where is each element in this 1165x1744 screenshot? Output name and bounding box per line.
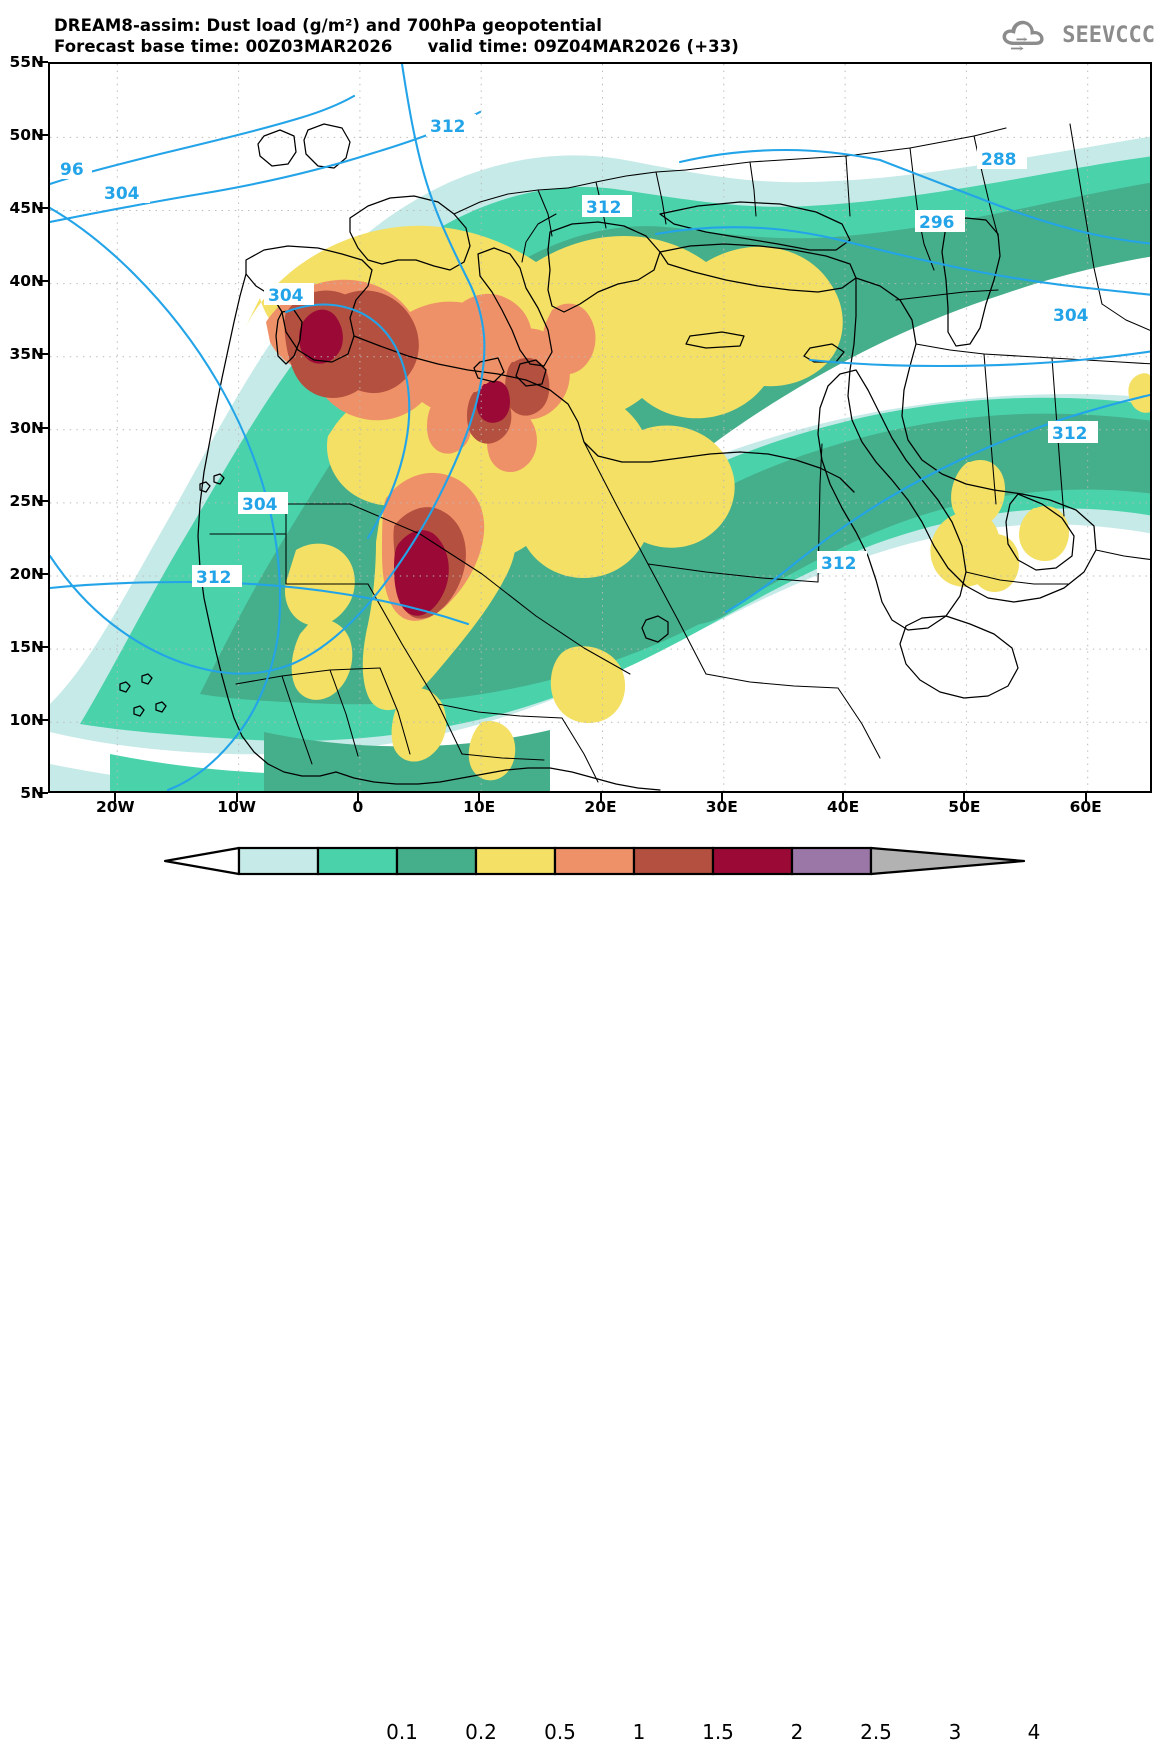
colorbar-band-4 [553,846,636,876]
colorbar-label-0: 0.1 [386,1720,418,1744]
ytick-40N [38,280,48,283]
ylabel-25N: 25N [9,491,44,510]
dust-load-colorbar[interactable]: 0.1 0.2 0.5 1 1.5 2 2.5 3 4 [163,846,1040,1744]
colorbar-label-4: 1.5 [702,1720,734,1744]
svg-text:288: 288 [981,150,1017,170]
ylabel-40N: 40N [9,272,44,291]
map-frame: 96 304 312 312 288 296 304 304 304 312 3… [48,62,1152,793]
ylabel-5N: 5N [20,784,44,802]
xlabel-20E: 20E [584,798,617,816]
svg-text:312: 312 [821,554,857,574]
ylabel-20N: 20N [9,564,44,583]
svg-text:312: 312 [196,568,232,588]
xlabel-40E: 40E [827,798,860,816]
ytick-55N [38,61,48,63]
ytick-10N [38,718,48,721]
ytick-45N [38,207,48,210]
xtick-0 [356,793,359,802]
ytick-50N [38,134,48,137]
svg-text:96: 96 [60,160,84,180]
colorbar-under-arrow [163,846,241,876]
colorbar-label-1: 0.2 [465,1720,497,1744]
xlabel-10W: 10W [217,798,256,816]
seevccc-logo: SEEVCCC [1000,18,1155,52]
svg-text:304: 304 [242,495,278,515]
xtick-60E [1084,793,1087,802]
xtick-20W [114,793,117,802]
colorbar-label-3: 1 [632,1720,646,1744]
ytick-15N [38,645,48,648]
ytick-25N [38,499,48,502]
ylabel-45N: 45N [9,199,44,218]
contour-labels: 96 304 312 312 288 296 304 304 304 312 3… [56,114,1099,588]
xlabel-10E: 10E [463,798,496,816]
ylabel-10N: 10N [9,710,44,729]
xlabel-30E: 30E [705,798,738,816]
xtick-10E [478,793,481,802]
cloud-icon [1002,20,1044,51]
map-plot-area[interactable]: 96 304 312 312 288 296 304 304 304 312 3… [48,62,1152,793]
colorbar-over-arrow [869,846,1026,876]
xlabel-50E: 50E [948,798,981,816]
xtick-50E [963,793,966,802]
colorbar-label-8: 4 [1027,1720,1041,1744]
xlabel-0: 0 [352,798,364,816]
colorbar-label-7: 3 [948,1720,962,1744]
ytick-5N [38,792,48,794]
ytick-20N [38,572,48,575]
xlabel-60E: 60E [1069,798,1102,816]
logo-text: SEEVCCC [1062,22,1155,48]
xtick-20E [599,793,602,802]
svg-text:312: 312 [586,198,622,218]
colorbar-band-1 [316,846,399,876]
colorbar-label-5: 2 [790,1720,804,1744]
dust-load-map: 96 304 312 312 288 296 304 304 304 312 3… [50,64,1150,791]
colorbar-band-0 [237,846,320,876]
ylabel-15N: 15N [9,637,44,656]
ytick-30N [38,426,48,429]
colorbar-label-2: 0.5 [544,1720,576,1744]
forecast-time-subtitle: Forecast base time: 00Z03MAR2026 valid t… [54,37,739,56]
svg-text:296: 296 [919,213,955,233]
xtick-10W [235,793,238,802]
ytick-35N [38,353,48,356]
colorbar-label-6: 2.5 [860,1720,892,1744]
colorbar-band-2 [395,846,478,876]
geopotential-contours [50,64,1150,791]
colorbar-band-7 [790,846,873,876]
ylabel-35N: 35N [9,345,44,364]
svg-text:304: 304 [1053,306,1089,326]
chart-header: DREAM8-assim: Dust load (g/m²) and 700hP… [0,6,1165,58]
colorbar-band-6 [711,846,794,876]
xtick-40E [842,793,845,802]
svg-text:312: 312 [1052,424,1088,444]
colorbar-band-3 [474,846,557,876]
xlabel-20W: 20W [95,798,135,816]
colorbar-band-5 [632,846,715,876]
svg-text:304: 304 [268,286,304,306]
svg-text:304: 304 [104,184,140,204]
page-title: DREAM8-assim: Dust load (g/m²) and 700hP… [54,16,603,35]
map-coastlines [119,123,1097,791]
colorbar-swatches [163,846,1026,876]
ylabel-30N: 30N [9,418,44,437]
xtick-30E [720,793,723,802]
ylabel-50N: 50N [9,126,44,145]
ylabel-55N: 55N [9,53,44,71]
svg-text:312: 312 [430,117,466,137]
